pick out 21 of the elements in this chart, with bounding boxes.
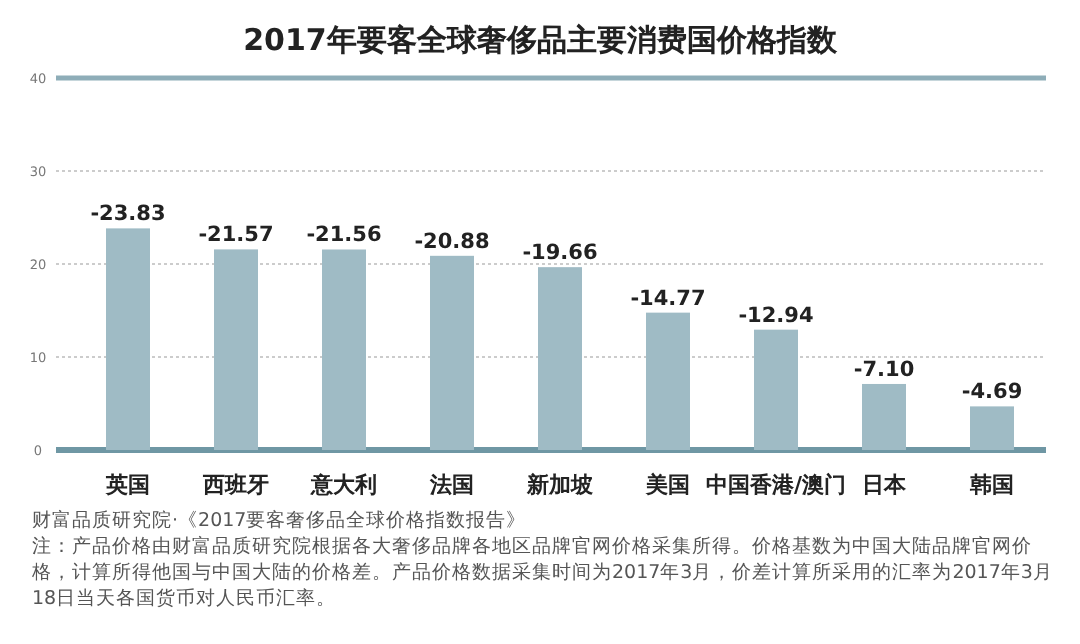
x-tick-label: 西班牙 [201,472,269,498]
x-tick-label: 韩国 [968,472,1014,498]
x-tick-label: 法国 [428,472,474,498]
data-label: -14.77 [630,286,706,311]
data-label: -7.10 [853,357,915,382]
data-label: -4.69 [961,380,1023,405]
x-tick-label: 意大利 [309,472,377,498]
x-tick-label: 美国 [644,472,690,498]
x-tick-label: 日本 [862,472,908,498]
data-label: -20.88 [414,229,490,254]
data-label: -19.66 [522,241,598,266]
text: 注：产品价格由财富品质研究院根据各大奢侈品牌各地区品牌官网价格采集所得。价格基数为中国大陆品牌官网价格，计算所得他国与中国大陆的价格差。产品价格数据采集时间为2017年3月，价差计算所采用的汇率为2017年3月18日当天各国货币对人民币汇率。 [32,534,1055,612]
x-tick-label: 新加坡 [525,472,595,498]
data-label: -23.83 [90,202,166,227]
chart-title: 2017年要客全球奢侈品主要消费国价格指数 [243,22,839,58]
x-tick-label: 英国 [104,472,150,498]
data-label: -21.57 [198,223,274,248]
text: 财富品质研究院·《2017要客奢侈品全球价格指数报告》 [32,508,529,534]
data-label: -12.94 [738,303,814,328]
x-tick-label: 中国香港/澳门 [705,472,847,498]
data-label: -21.56 [306,223,382,248]
